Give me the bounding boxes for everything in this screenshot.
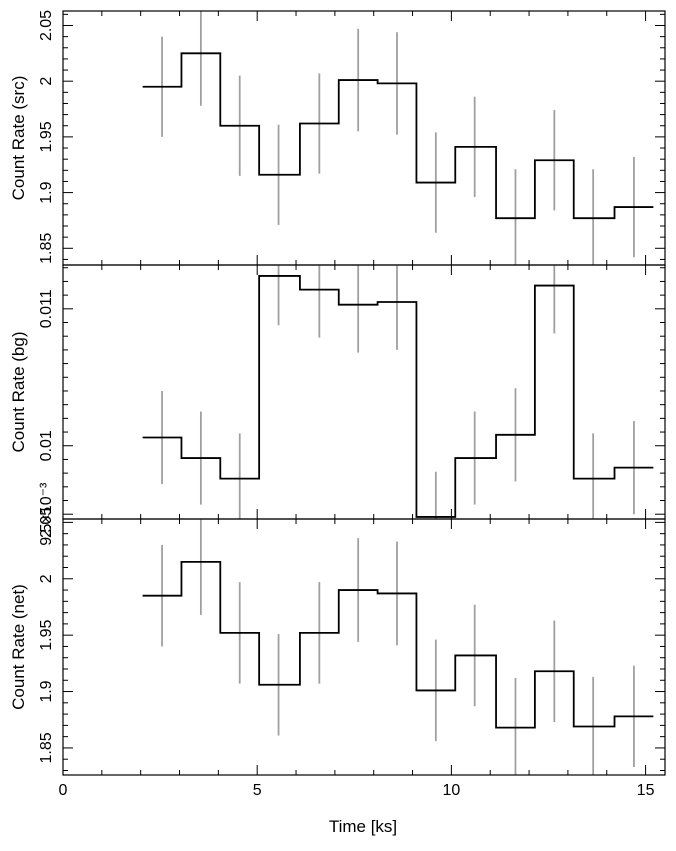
panel-plot-area bbox=[142, 11, 654, 265]
y-tick-label: 1.9 bbox=[38, 181, 55, 203]
panel-1: 1.85 1.9 1.95 2 2.05 Count Rate (src) bbox=[9, 10, 666, 266]
step-line bbox=[142, 560, 654, 729]
y-axis-label: Count Rate (bg) bbox=[9, 332, 28, 453]
step-line bbox=[142, 275, 654, 518]
y-tick-label: 2 bbox=[38, 77, 55, 86]
y-axis-label: Count Rate (src) bbox=[9, 76, 28, 201]
y-tick-label: 1.95 bbox=[38, 619, 55, 650]
panel-2: 9.5×10⁻³ 0.01 0.011 Count Rate (bg) bbox=[9, 264, 666, 546]
x-tick-label: 0 bbox=[59, 782, 68, 799]
y-tick-label: 2.05 bbox=[38, 10, 55, 41]
y-tick-label: 2.05 bbox=[38, 507, 55, 538]
y-axis-label: Count Rate (net) bbox=[9, 584, 28, 710]
y-tick-label: 9.5×10⁻³ bbox=[38, 482, 55, 546]
panel-plot-area bbox=[142, 519, 654, 775]
x-axis-label: Time [ks] bbox=[329, 817, 397, 836]
y-tick-label: 1.85 bbox=[38, 233, 55, 264]
panel-frame bbox=[62, 10, 666, 266]
step-line bbox=[142, 52, 654, 220]
y-tick-label: 2 bbox=[38, 574, 55, 583]
x-tick-label: 10 bbox=[442, 782, 460, 799]
x-tick-label: 15 bbox=[637, 782, 655, 799]
panel-frame bbox=[62, 518, 666, 776]
panel-3: 1.85 1.9 1.95 2 2.05 Count Rate (net) 0 5 10 15 bbox=[9, 507, 666, 799]
y-tick-label: 0.01 bbox=[38, 430, 55, 461]
panel-plot-area bbox=[142, 265, 654, 519]
y-tick-label: 0.011 bbox=[38, 289, 55, 328]
y-tick-label: 1.85 bbox=[38, 732, 55, 763]
x-tick-label: 5 bbox=[253, 782, 262, 799]
y-tick-label: 1.95 bbox=[38, 121, 55, 152]
panel-frame bbox=[62, 264, 666, 520]
y-tick-label: 1.9 bbox=[38, 680, 55, 702]
